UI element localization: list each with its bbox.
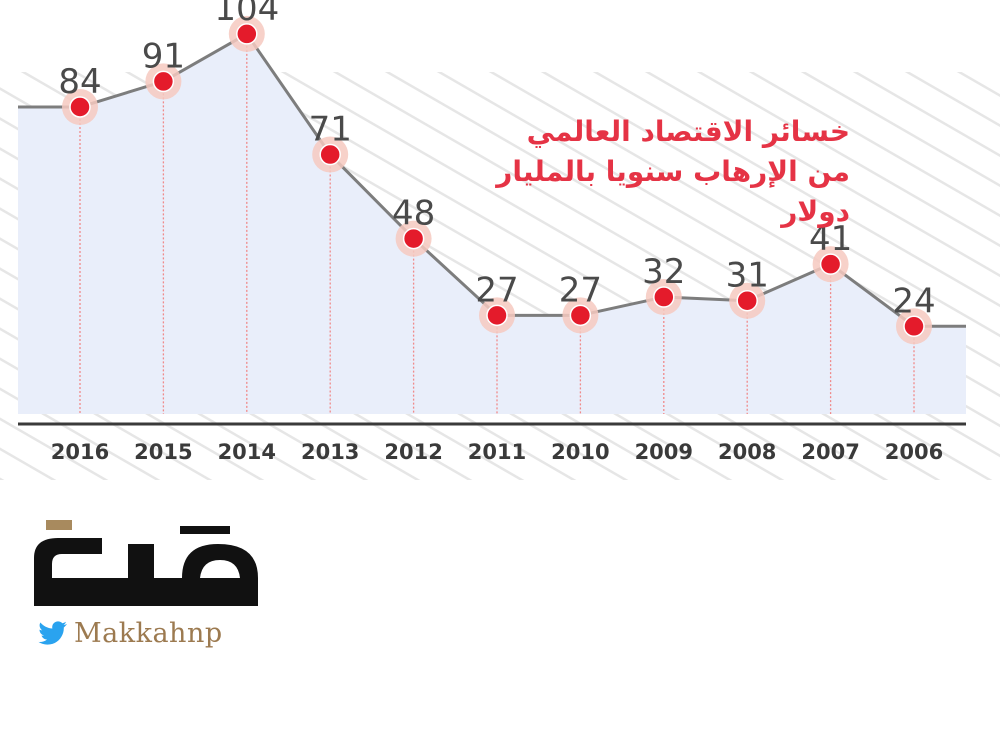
data-point-2010: [569, 304, 592, 327]
data-point-2008: [736, 289, 758, 312]
data-label-2006: 24: [892, 281, 935, 321]
data-label-2015: 91: [142, 36, 185, 76]
data-label-2016: 84: [58, 62, 101, 102]
data-label-2012: 48: [392, 194, 435, 234]
chart-subtitle: من الإرهاب سنويا بالمليار دولار: [496, 155, 850, 228]
twitter-handle: Makkahnp: [74, 618, 223, 649]
x-tick-label-2006: 2006: [885, 440, 943, 464]
twitter-handle-row: Makkahnp: [38, 618, 223, 649]
x-tick-label-2013: 2013: [301, 440, 359, 464]
data-point-2013: [319, 143, 341, 166]
twitter-icon: [38, 620, 67, 645]
x-tick-label-2015: 2015: [134, 440, 192, 464]
data-label-2009: 32: [642, 252, 685, 292]
data-point-2014: [236, 23, 258, 45]
x-tick-label-2011: 2011: [468, 440, 526, 464]
makkah-logo: Makkahnp: [28, 520, 268, 660]
data-label-2011: 27: [475, 270, 518, 310]
x-tick-label-2014: 2014: [218, 440, 276, 464]
x-tick-label-2012: 2012: [384, 440, 442, 464]
data-point-2006: [903, 315, 925, 338]
makkah-logo-word: [34, 520, 258, 606]
data-point-2015: [152, 70, 175, 93]
x-tick-label-2016: 2016: [51, 440, 109, 464]
x-tick-label-2010: 2010: [551, 440, 609, 464]
data-point-2009: [653, 286, 675, 308]
chart-title-block: خسائر الاقتصاد العالمي من الإرهاب سنويا …: [430, 112, 850, 232]
data-point-2011: [486, 304, 508, 327]
data-label-2014: 104: [214, 0, 279, 29]
data-label-2013: 71: [309, 110, 352, 150]
x-tick-label-2009: 2009: [635, 440, 693, 464]
data-label-2007: 41: [809, 219, 852, 259]
chart-area: [18, 33, 966, 414]
data-label-2008: 31: [726, 256, 769, 296]
x-tick-label-2007: 2007: [801, 440, 859, 464]
chart-title: خسائر الاقتصاد العالمي: [526, 115, 850, 148]
data-label-2010: 27: [559, 270, 602, 310]
data-point-2012: [402, 227, 425, 250]
data-point-2007: [819, 253, 842, 275]
data-point-2016: [69, 96, 91, 118]
x-tick-label-2008: 2008: [718, 440, 776, 464]
